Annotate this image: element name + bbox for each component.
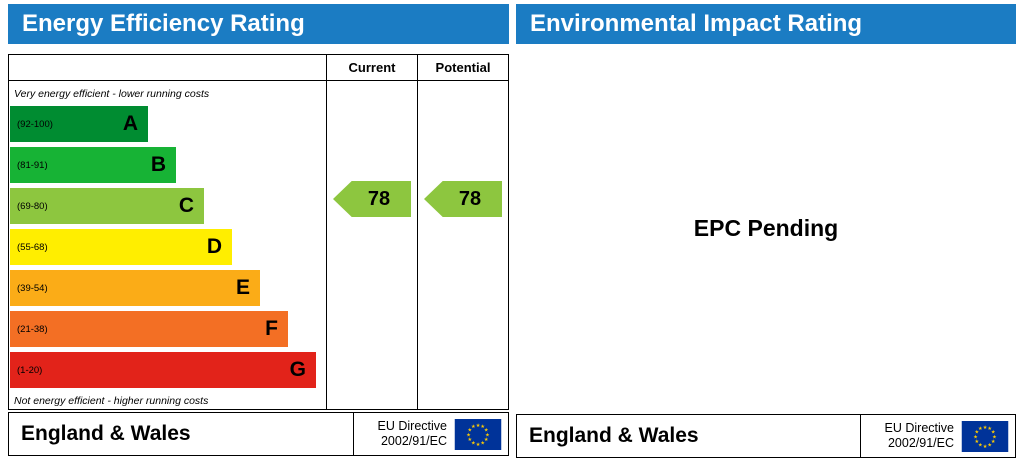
eu-directive-text: EU Directive 2002/91/EC [884,421,954,450]
environmental-panel: Environmental Impact Rating EPC Pending … [512,0,1024,458]
potential-rating-value: 78 [458,187,482,210]
directive-cell: EU Directive 2002/91/EC ★ ★ ★ ★ ★ ★ ★ ★ … [353,413,508,455]
environmental-title-bar: Environmental Impact Rating [516,4,1016,44]
svg-text:★: ★ [978,426,983,432]
band-range: (1-20) [17,364,43,376]
rating-bands-area: Very energy efficient - lower running co… [9,81,326,409]
svg-text:★: ★ [476,422,481,428]
band-letter: F [265,317,278,340]
svg-text:★: ★ [987,426,992,432]
svg-text:★: ★ [978,442,983,448]
svg-text:★: ★ [973,434,978,440]
eu-flag-icon: ★ ★ ★ ★ ★ ★ ★ ★ ★ ★ ★ ★ [454,418,502,450]
energy-chart: Current Potential Very energy efficient … [8,54,509,410]
band-d: (55-68) D [10,229,232,265]
epc-pending-label: EPC Pending [693,214,839,241]
svg-text:★: ★ [992,434,997,440]
directive-cell: EU Directive 2002/91/EC ★ ★ ★ ★ ★ ★ ★ ★ … [860,415,1015,457]
top-note: Very energy efficient - lower running co… [14,87,210,100]
band-range: (69-80) [17,200,48,212]
energy-footer: England & Wales EU Directive 2002/91/EC … [8,412,509,456]
svg-text:★: ★ [468,437,473,443]
band-letter: B [150,153,166,176]
band-c: (69-80) C [10,188,204,224]
svg-text:★: ★ [484,437,489,443]
environmental-title: Environmental Impact Rating [530,10,863,37]
band-letter: E [235,276,250,299]
svg-text:★: ★ [480,424,485,430]
band-b: (81-91) B [10,147,176,183]
svg-text:★: ★ [983,443,988,449]
band-letter: D [206,235,222,258]
band-range: (55-68) [17,241,48,253]
eu-flag-icon: ★ ★ ★ ★ ★ ★ ★ ★ ★ ★ ★ ★ [961,420,1009,452]
band-range: (92-100) [17,118,53,130]
svg-text:★: ★ [975,429,980,435]
energy-title: Energy Efficiency Rating [22,10,305,37]
current-rating-arrow: 78 [333,181,411,217]
energy-title-bar: Energy Efficiency Rating [8,4,509,44]
rating-bands: (92-100) A (81-91) B (69-80) C (55-68) D (39-54)… [9,106,326,388]
epc-pending-area: EPC Pending [516,44,1016,412]
band-range: (39-54) [17,282,48,294]
current-rating-value: 78 [367,187,391,210]
band-range: (81-91) [17,159,48,171]
svg-text:★: ★ [975,439,980,445]
band-a: (92-100) A [10,106,148,142]
svg-text:★: ★ [484,427,489,433]
column-header-spacer [9,55,326,81]
band-letter: G [289,358,306,381]
bottom-note: Not energy efficient - higher running co… [14,395,209,407]
svg-text:★: ★ [480,440,485,446]
region-label: England & Wales [21,422,191,445]
svg-text:★: ★ [983,424,988,430]
potential-rating-arrow: 78 [424,181,502,217]
svg-text:★: ★ [471,424,476,430]
band-f: (21-38) F [10,311,288,347]
band-e: (39-54) E [10,270,260,306]
svg-text:★: ★ [476,441,481,447]
energy-panel: Energy Efficiency Rating Current Potenti… [0,0,512,457]
svg-text:★: ★ [987,442,992,448]
eu-directive-text: EU Directive 2002/91/EC [377,419,447,448]
band-range: (21-38) [17,323,48,335]
svg-text:★: ★ [468,427,473,433]
potential-column: 78 [417,81,508,409]
band-letter: A [122,112,138,135]
svg-text:★: ★ [991,439,996,445]
band-g: (1-20) G [10,352,316,388]
region-label: England & Wales [529,424,699,447]
svg-text:★: ★ [471,440,476,446]
svg-text:★: ★ [485,432,490,438]
svg-text:★: ★ [991,429,996,435]
potential-column-header: Potential [417,55,508,81]
svg-text:★: ★ [466,432,471,438]
environmental-footer: England & Wales EU Directive 2002/91/EC … [516,414,1016,458]
current-column: 78 [326,81,417,409]
current-column-header: Current [326,55,417,81]
band-letter: C [178,194,194,217]
